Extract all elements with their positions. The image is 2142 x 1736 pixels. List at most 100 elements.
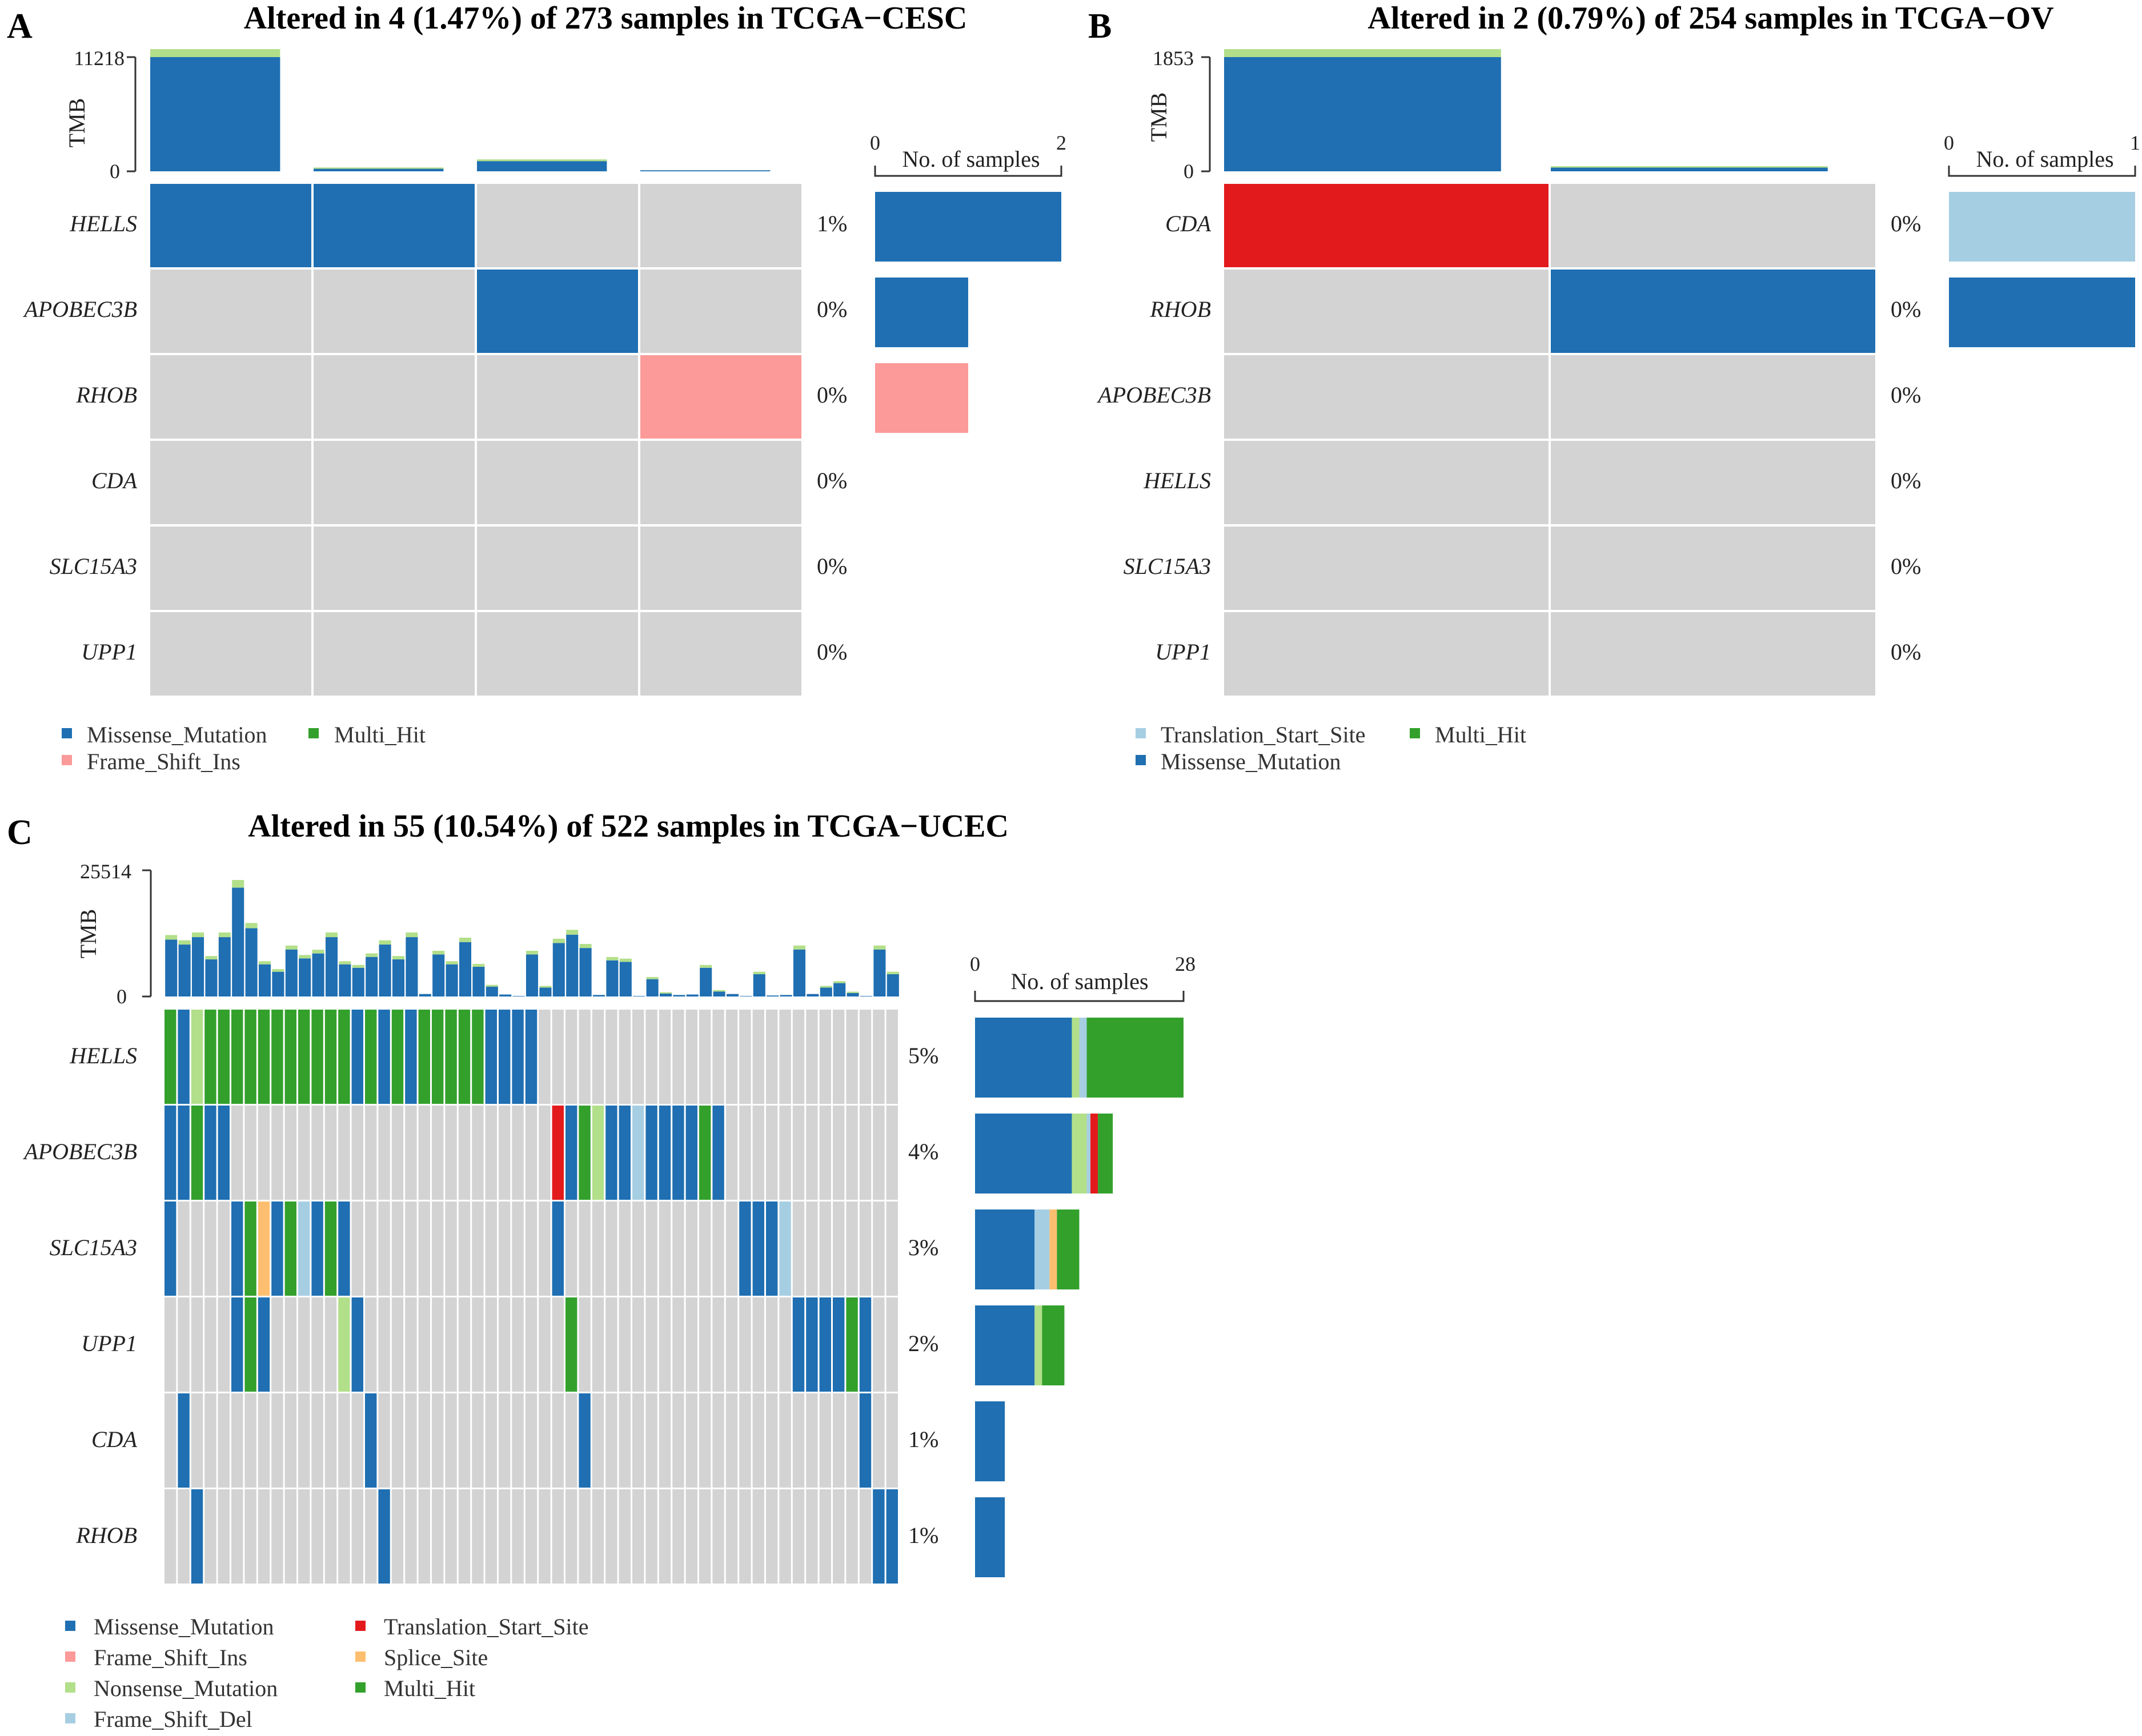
mutation-cell: [579, 1106, 591, 1200]
empty-cell: [672, 1489, 684, 1584]
tmb-bar: [552, 943, 565, 996]
legend-swatch-translation-start-site: [1136, 728, 1146, 738]
empty-cell: [645, 1489, 657, 1584]
empty-cell: [1224, 270, 1549, 353]
empty-cell: [846, 1489, 858, 1584]
empty-cell: [525, 1201, 537, 1296]
empty-cell: [552, 1297, 564, 1392]
mutation-cell: [218, 1106, 230, 1200]
gene-label: CDA: [91, 1426, 138, 1452]
panel-b-tcga-ov: B Altered in 2 (0.79%) of 254 samples in…: [1088, 1, 2140, 774]
empty-cell: [485, 1393, 497, 1488]
sample-count-bar-segment: [1034, 1209, 1050, 1289]
empty-cell: [699, 1297, 711, 1392]
mutation-cell: [284, 1201, 296, 1296]
empty-cell: [1551, 441, 1875, 524]
tmb-bar: [312, 953, 324, 996]
empty-cell: [405, 1393, 417, 1488]
tmb-bar: [700, 967, 712, 996]
mutation-cell: [338, 1201, 350, 1296]
empty-cell: [271, 1106, 283, 1200]
empty-cell: [640, 184, 801, 267]
empty-cell: [752, 1297, 764, 1392]
empty-cell: [846, 1393, 858, 1488]
mutation-cell: [338, 1010, 350, 1104]
empty-cell: [659, 1297, 671, 1392]
empty-cell: [324, 1106, 337, 1200]
sample-count-bar-segment: [975, 1018, 1072, 1098]
tmb-bar: [833, 983, 846, 996]
mutation-cell: [477, 270, 638, 353]
empty-cell: [218, 1489, 230, 1584]
empty-cell: [579, 1010, 591, 1104]
empty-cell: [592, 1297, 604, 1392]
mutation-cell: [579, 1393, 591, 1488]
empty-cell: [806, 1489, 818, 1584]
empty-cell: [565, 1201, 577, 1296]
empty-cell: [819, 1393, 831, 1488]
empty-cell: [752, 1010, 764, 1104]
mutation-cell: [365, 1393, 377, 1488]
tmb-bar-nonsense-segment: [820, 986, 832, 988]
tmb-bar-nonsense-segment: [352, 965, 364, 968]
empty-cell: [873, 1106, 885, 1200]
empty-cell: [739, 1297, 751, 1392]
tmb-bar-nonsense-segment: [526, 950, 539, 955]
mutation-cell: [565, 1297, 577, 1392]
tmb-bar-nonsense-segment: [366, 953, 378, 957]
panel-b-tmb-zero-tick: 0: [1184, 160, 1194, 183]
gene-label: APOBEC3B: [22, 1139, 137, 1164]
mutation-cell: [1551, 270, 1875, 353]
panel-c-count-zero-tick: 0: [970, 953, 980, 975]
empty-cell: [725, 1010, 738, 1104]
mutation-cell: [204, 1010, 216, 1104]
empty-cell: [477, 184, 638, 267]
tmb-bar-nonsense-segment: [406, 932, 418, 938]
mutation-cell: [165, 1010, 177, 1104]
tmb-bar-nonsense-segment: [314, 167, 444, 169]
mutation-cell: [365, 1010, 377, 1104]
tmb-bar: [218, 937, 231, 996]
tmb-bar-nonsense-segment: [218, 932, 231, 938]
empty-cell: [873, 1010, 885, 1104]
empty-cell: [579, 1201, 591, 1296]
tmb-bar-nonsense-segment: [245, 923, 258, 929]
mutation-cell: [645, 1106, 657, 1200]
empty-cell: [645, 1010, 657, 1104]
mutation-cell: [311, 1201, 323, 1296]
empty-cell: [445, 1201, 457, 1296]
panel-c-count-axis-label: No. of samples: [1010, 969, 1148, 994]
legend-swatch-translation-start-site: [355, 1621, 366, 1631]
tmb-bar: [366, 957, 378, 996]
sample-count-bar-segment: [1090, 1114, 1098, 1194]
panel-c-tmb-label: TMB: [75, 909, 101, 959]
empty-cell: [685, 1201, 697, 1296]
tmb-bar: [379, 945, 391, 996]
empty-cell: [699, 1489, 711, 1584]
empty-cell: [458, 1489, 471, 1584]
tmb-bar-nonsense-segment: [477, 159, 607, 162]
mutation-cell: [432, 1010, 444, 1104]
panel-b-title: Altered in 2 (0.79%) of 254 samples in T…: [1367, 1, 2053, 36]
mutation-cell: [833, 1297, 845, 1392]
empty-cell: [472, 1106, 484, 1200]
empty-cell: [592, 1010, 604, 1104]
mutation-cell: [191, 1010, 203, 1104]
mutation-cell: [324, 1010, 337, 1104]
empty-cell: [766, 1106, 778, 1200]
empty-cell: [284, 1489, 296, 1584]
tmb-bar-nonsense-segment: [325, 932, 338, 938]
empty-cell: [779, 1489, 791, 1584]
empty-cell: [391, 1106, 404, 1200]
empty-cell: [833, 1010, 845, 1104]
empty-cell: [592, 1489, 604, 1584]
empty-cell: [592, 1201, 604, 1296]
empty-cell: [191, 1297, 203, 1392]
empty-cell: [592, 1393, 604, 1488]
tmb-bar-nonsense-segment: [566, 930, 579, 935]
mutation-cell: [525, 1010, 537, 1104]
empty-cell: [605, 1010, 617, 1104]
panel-b-letter: B: [1088, 7, 1112, 46]
empty-cell: [659, 1010, 671, 1104]
